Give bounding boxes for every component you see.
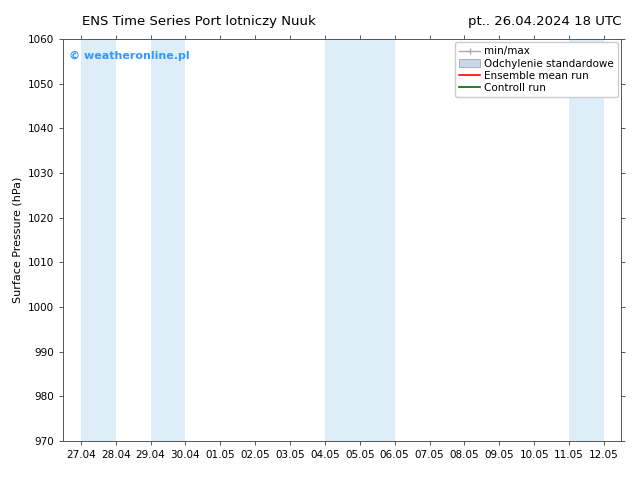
Bar	[325, 39, 394, 441]
Legend: min/max, Odchylenie standardowe, Ensemble mean run, Controll run: min/max, Odchylenie standardowe, Ensembl…	[455, 42, 618, 97]
Text: ENS Time Series Port lotniczy Nuuk: ENS Time Series Port lotniczy Nuuk	[82, 15, 316, 28]
Bar	[569, 39, 604, 441]
Text: © weatheronline.pl: © weatheronline.pl	[69, 51, 190, 61]
Bar	[150, 39, 185, 441]
Bar	[81, 39, 116, 441]
Text: pt.. 26.04.2024 18 UTC: pt.. 26.04.2024 18 UTC	[468, 15, 621, 28]
Y-axis label: Surface Pressure (hPa): Surface Pressure (hPa)	[13, 177, 23, 303]
